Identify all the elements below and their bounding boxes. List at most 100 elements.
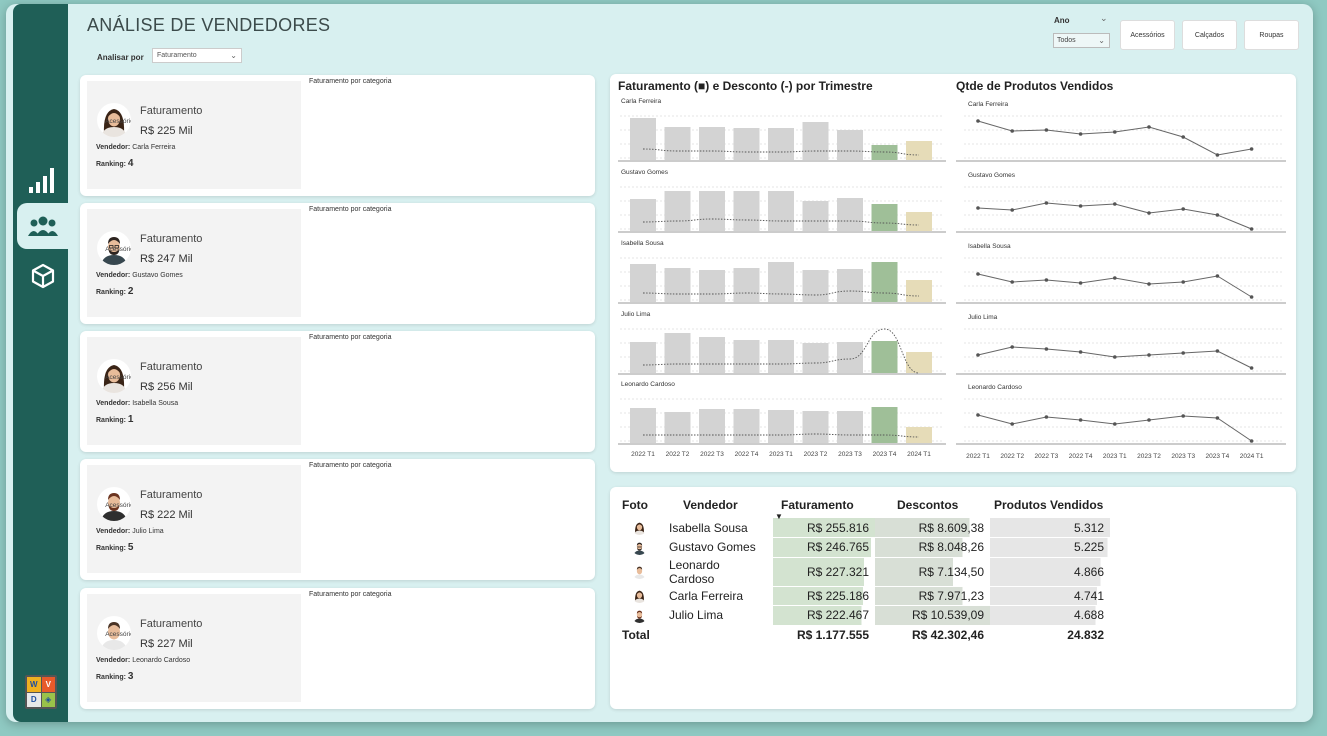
- revenue-bar[interactable]: [733, 128, 760, 160]
- products-point[interactable]: [1181, 351, 1185, 355]
- products-point[interactable]: [1181, 414, 1185, 418]
- revenue-bar[interactable]: [699, 191, 725, 231]
- revenue-bar[interactable]: [837, 269, 863, 302]
- filter-roupas-button[interactable]: Roupas: [1244, 20, 1299, 50]
- analyze-dropdown[interactable]: Faturamento ⌄: [152, 48, 242, 63]
- revenue-bar[interactable]: [906, 352, 932, 373]
- revenue-bar[interactable]: [733, 409, 760, 443]
- products-point[interactable]: [1078, 281, 1083, 285]
- col-foto[interactable]: Foto: [618, 492, 663, 518]
- products-point[interactable]: [1113, 422, 1117, 426]
- products-point[interactable]: [1181, 135, 1185, 139]
- revenue-bar[interactable]: [837, 411, 863, 443]
- products-point[interactable]: [1078, 418, 1083, 422]
- products-point[interactable]: [1147, 282, 1151, 286]
- revenue-bar[interactable]: [699, 409, 725, 443]
- revenue-bar[interactable]: [699, 127, 725, 160]
- products-point[interactable]: [1010, 345, 1014, 349]
- revenue-bar[interactable]: [733, 191, 760, 231]
- products-point[interactable]: [1181, 280, 1185, 284]
- products-point[interactable]: [1147, 125, 1151, 129]
- revenue-bar[interactable]: [871, 341, 898, 373]
- products-point[interactable]: [1181, 207, 1185, 211]
- table-row[interactable]: Leonardo Cardoso R$ 227.321 R$ 7.134,50 …: [618, 557, 1110, 587]
- table-row[interactable]: Gustavo Gomes R$ 246.765 R$ 8.048,26 5.2…: [618, 537, 1110, 558]
- revenue-bar[interactable]: [906, 280, 932, 302]
- table-row[interactable]: Julio Lima R$ 222.467 R$ 10.539,09 4.688: [618, 605, 1110, 626]
- revenue-bar[interactable]: [664, 333, 691, 373]
- products-point[interactable]: [1147, 211, 1151, 215]
- revenue-bar[interactable]: [768, 191, 794, 231]
- revenue-bar[interactable]: [630, 264, 656, 302]
- products-point[interactable]: [1044, 347, 1049, 351]
- products-point[interactable]: [1044, 415, 1049, 419]
- products-point[interactable]: [1113, 276, 1117, 280]
- products-point[interactable]: [1249, 295, 1254, 299]
- revenue-bar[interactable]: [699, 270, 725, 302]
- revenue-bar[interactable]: [906, 427, 932, 443]
- table-row[interactable]: Isabella Sousa R$ 255.816 R$ 8.609,38 5.…: [618, 518, 1110, 538]
- revenue-bar[interactable]: [802, 201, 829, 231]
- col-faturamento[interactable]: Faturamento ▼: [773, 492, 875, 521]
- revenue-bar[interactable]: [906, 141, 932, 160]
- products-point[interactable]: [1044, 201, 1049, 205]
- revenue-bar[interactable]: [664, 191, 691, 231]
- revenue-bar[interactable]: [664, 412, 691, 443]
- revenue-bar[interactable]: [768, 340, 794, 373]
- nav-chart-button[interactable]: [17, 157, 68, 203]
- products-point[interactable]: [1078, 350, 1083, 354]
- products-point[interactable]: [1010, 280, 1014, 284]
- revenue-bar[interactable]: [837, 342, 863, 373]
- revenue-bar[interactable]: [802, 411, 829, 443]
- products-point[interactable]: [1249, 147, 1254, 151]
- col-produtos[interactable]: Produtos Vendidos: [990, 492, 1110, 518]
- revenue-bar[interactable]: [871, 145, 898, 160]
- revenue-bar[interactable]: [733, 340, 760, 373]
- revenue-bar[interactable]: [699, 337, 725, 373]
- products-point[interactable]: [1215, 213, 1220, 217]
- revenue-bar[interactable]: [802, 270, 829, 302]
- products-point[interactable]: [976, 119, 980, 123]
- revenue-bar[interactable]: [871, 407, 898, 443]
- products-point[interactable]: [1113, 202, 1117, 206]
- products-point[interactable]: [1215, 416, 1220, 420]
- products-point[interactable]: [1010, 129, 1014, 133]
- revenue-bar[interactable]: [630, 199, 656, 231]
- products-point[interactable]: [1249, 366, 1254, 370]
- revenue-bar[interactable]: [768, 262, 794, 302]
- products-point[interactable]: [1147, 418, 1151, 422]
- revenue-bar[interactable]: [837, 198, 863, 231]
- products-point[interactable]: [1249, 227, 1254, 231]
- chevron-down-icon[interactable]: ⌄: [1100, 13, 1108, 23]
- products-point[interactable]: [1249, 439, 1254, 443]
- nav-box-button[interactable]: [17, 253, 68, 299]
- nav-users-button[interactable]: [17, 203, 68, 249]
- products-point[interactable]: [1215, 153, 1220, 157]
- products-point[interactable]: [976, 272, 980, 276]
- products-point[interactable]: [1215, 349, 1220, 353]
- revenue-bar[interactable]: [630, 342, 656, 373]
- revenue-bar[interactable]: [630, 408, 656, 443]
- products-point[interactable]: [1078, 204, 1083, 208]
- products-point[interactable]: [1215, 274, 1220, 278]
- col-vendedor[interactable]: Vendedor: [663, 492, 773, 518]
- products-point[interactable]: [1010, 208, 1014, 212]
- revenue-bar[interactable]: [802, 343, 829, 373]
- revenue-bar[interactable]: [837, 130, 863, 160]
- revenue-bar[interactable]: [768, 128, 794, 160]
- products-point[interactable]: [1147, 353, 1151, 357]
- products-point[interactable]: [1010, 422, 1014, 426]
- products-point[interactable]: [976, 206, 980, 210]
- products-point[interactable]: [1044, 278, 1049, 282]
- products-point[interactable]: [1113, 130, 1117, 134]
- products-point[interactable]: [1078, 132, 1083, 136]
- table-row[interactable]: Carla Ferreira R$ 225.186 R$ 7.971,23 4.…: [618, 586, 1110, 606]
- revenue-bar[interactable]: [906, 212, 932, 231]
- products-point[interactable]: [1044, 128, 1049, 132]
- revenue-bar[interactable]: [630, 118, 656, 160]
- filter-acessorios-button[interactable]: Acessórios: [1120, 20, 1175, 50]
- revenue-bar[interactable]: [802, 122, 829, 160]
- year-dropdown[interactable]: Todos ⌄: [1053, 33, 1110, 48]
- products-point[interactable]: [976, 353, 980, 357]
- col-descontos[interactable]: Descontos: [875, 492, 990, 518]
